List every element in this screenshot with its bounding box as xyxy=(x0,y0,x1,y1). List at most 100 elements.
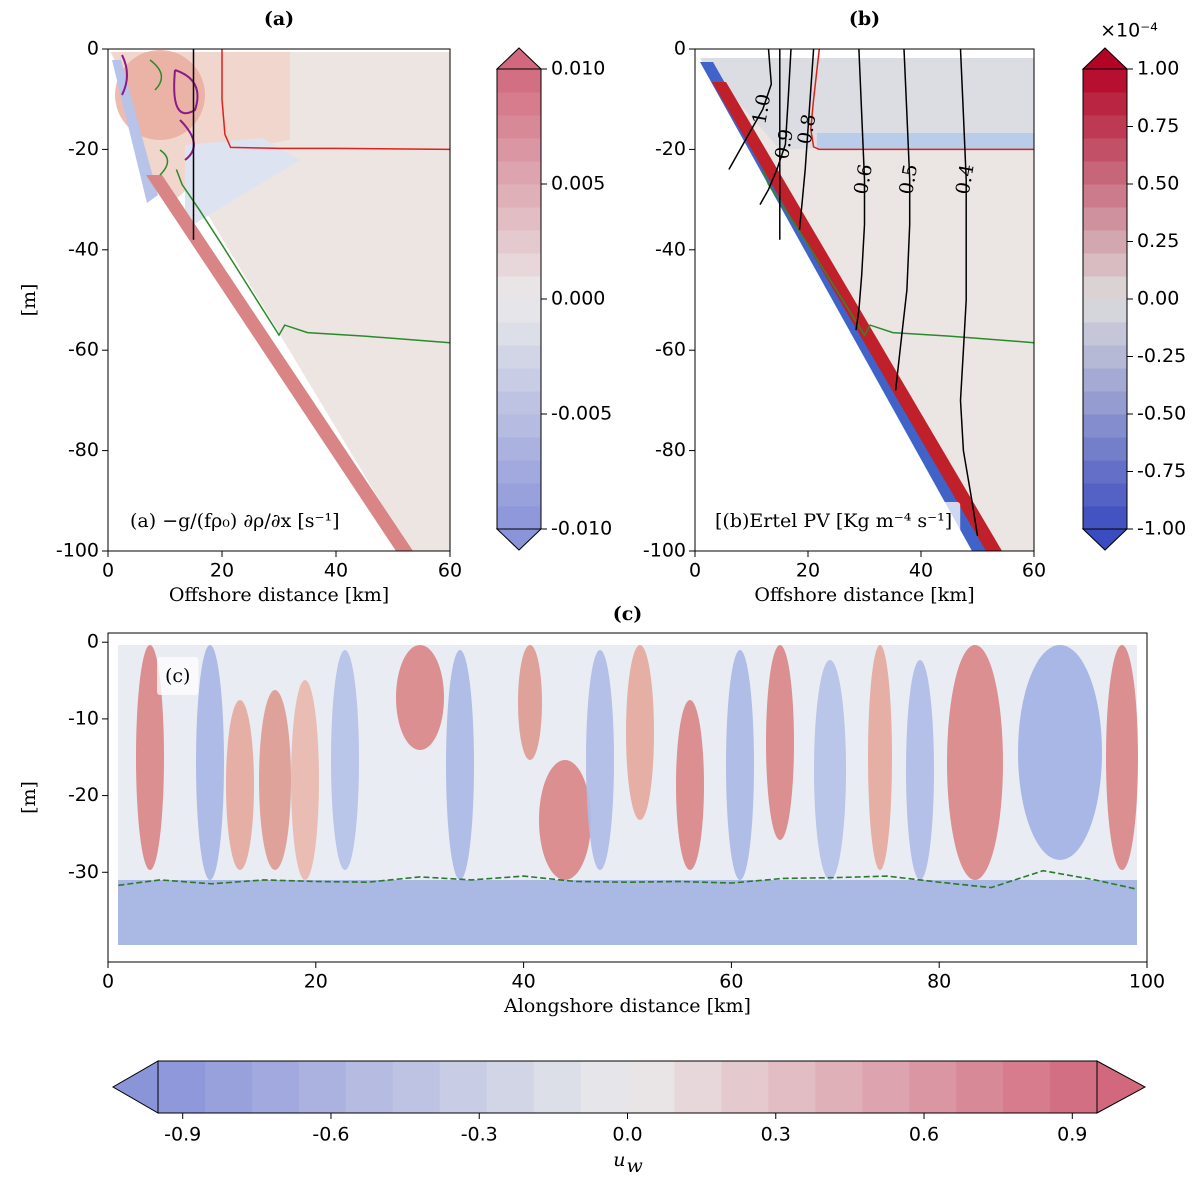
x-tick-label: 100 xyxy=(1129,971,1165,993)
colorbar-band xyxy=(1083,207,1127,231)
annotation-box xyxy=(157,657,199,695)
colorbar-label-subscript: w xyxy=(627,1155,643,1177)
stripe xyxy=(676,700,704,870)
x-tick-label: 20 xyxy=(210,560,234,582)
colorbar-band xyxy=(497,161,541,185)
contour-line xyxy=(798,48,815,230)
axes-frame xyxy=(694,48,1035,552)
field-a xyxy=(110,50,450,551)
panel-title: (a) xyxy=(264,8,294,30)
colorbar-band xyxy=(1050,1061,1098,1113)
colorbar-band xyxy=(497,322,541,346)
colorbar-tick-label: 0.6 xyxy=(909,1124,939,1146)
colorbar-tick-label: 0.000 xyxy=(551,288,605,310)
y-tick-label: 0 xyxy=(674,38,686,60)
colorbar-tick-label: -0.25 xyxy=(1137,345,1186,367)
colorbar-band xyxy=(1083,460,1127,484)
x-tick-label: 40 xyxy=(512,971,536,993)
colorbar-tick-label: -0.6 xyxy=(312,1124,349,1146)
y-tick-label: -40 xyxy=(655,238,686,260)
y-tick-label: -60 xyxy=(655,339,686,361)
colorbar-band xyxy=(533,1061,582,1113)
stripe xyxy=(586,650,614,870)
colorbar-band xyxy=(1083,115,1127,139)
x-tick-label: 40 xyxy=(909,560,933,582)
field-c xyxy=(118,645,1138,945)
y-tick-label: -30 xyxy=(68,861,99,883)
stripe xyxy=(518,645,542,760)
y-tick-label: 0 xyxy=(87,38,99,60)
colorbar-band xyxy=(1083,322,1127,346)
stripe xyxy=(906,660,934,880)
colorbar-band xyxy=(497,483,541,507)
x-tick-label: 60 xyxy=(438,560,462,582)
colorbar-extend xyxy=(1081,528,1129,551)
annotation: (c) xyxy=(165,665,190,687)
contour-label: 0.9 xyxy=(771,127,798,161)
axes-frame xyxy=(107,48,451,552)
colorbar-tick-label: 0.0 xyxy=(612,1124,642,1146)
colorbar-band xyxy=(1083,391,1127,415)
y-tick-label: -10 xyxy=(68,707,99,729)
colorbar-band xyxy=(815,1061,863,1113)
colorbar-tick-label: 0.010 xyxy=(551,58,605,80)
colorbar-band xyxy=(1083,69,1127,93)
annotation-box xyxy=(707,502,961,540)
contour-line xyxy=(221,49,451,151)
colorbar-tick-label: -0.50 xyxy=(1137,403,1186,425)
x-tick-label: 0 xyxy=(102,560,114,582)
colorbar-band xyxy=(1083,92,1127,116)
colorbar-band xyxy=(497,391,541,415)
colorbar-band xyxy=(497,368,541,392)
contour-label: 0.4 xyxy=(952,163,979,197)
colorbar-band xyxy=(956,1061,1004,1113)
colorbar-tick-label: 0.00 xyxy=(1137,288,1179,310)
colorbar-band xyxy=(1083,253,1127,277)
colorbar-band xyxy=(768,1061,816,1113)
colorbar-extend xyxy=(1096,1060,1147,1114)
stripe xyxy=(539,760,591,880)
colorbar-tick-label: 1.00 xyxy=(1137,58,1179,80)
colorbar-band xyxy=(497,92,541,116)
colorbar-band xyxy=(497,345,541,369)
y-tick-label: -20 xyxy=(655,138,686,160)
colorbar-band xyxy=(497,69,541,93)
colorbar-label: u xyxy=(613,1149,625,1171)
colorbar-band xyxy=(1083,161,1127,185)
colorbar-band xyxy=(497,299,541,323)
y-tick-label: -60 xyxy=(68,339,99,361)
stripe xyxy=(1106,645,1138,870)
colorbar-band xyxy=(497,437,541,461)
colorbar-tick-label: 0.75 xyxy=(1137,115,1179,137)
colorbar-band xyxy=(1003,1061,1051,1113)
colorbar-tick-label: 0.25 xyxy=(1137,230,1179,252)
x-tick-label: 20 xyxy=(304,971,328,993)
y-tick-label: -100 xyxy=(56,540,99,562)
contour-line xyxy=(762,169,1035,344)
x-tick-label: 0 xyxy=(102,971,114,993)
stripe xyxy=(868,645,892,870)
colorbar-band xyxy=(497,414,541,438)
colorbar-band xyxy=(497,253,541,277)
contour-label: 0.5 xyxy=(895,163,922,197)
contour-line xyxy=(175,169,451,344)
axes-frame xyxy=(107,632,1148,963)
colorbar-multiplier: ×10⁻⁴ xyxy=(1100,20,1158,42)
colorbar-band xyxy=(497,207,541,231)
x-axis-label: Offshore distance [km] xyxy=(169,584,389,606)
stripe xyxy=(331,650,359,870)
y-tick-label: -20 xyxy=(68,138,99,160)
x-tick-label: 60 xyxy=(1022,560,1046,582)
colorbar-band xyxy=(345,1061,394,1113)
colorbar-band xyxy=(1083,299,1127,323)
colorbar-band xyxy=(497,230,541,254)
x-tick-label: 80 xyxy=(927,971,951,993)
stripe xyxy=(766,645,794,840)
contour-line xyxy=(894,48,911,391)
colorbar-band xyxy=(298,1061,347,1113)
stripe xyxy=(196,645,224,880)
colorbar-tick-label: 0.005 xyxy=(551,173,605,195)
colorbar-band xyxy=(1083,230,1127,254)
contour-label: 0.6 xyxy=(850,163,877,197)
